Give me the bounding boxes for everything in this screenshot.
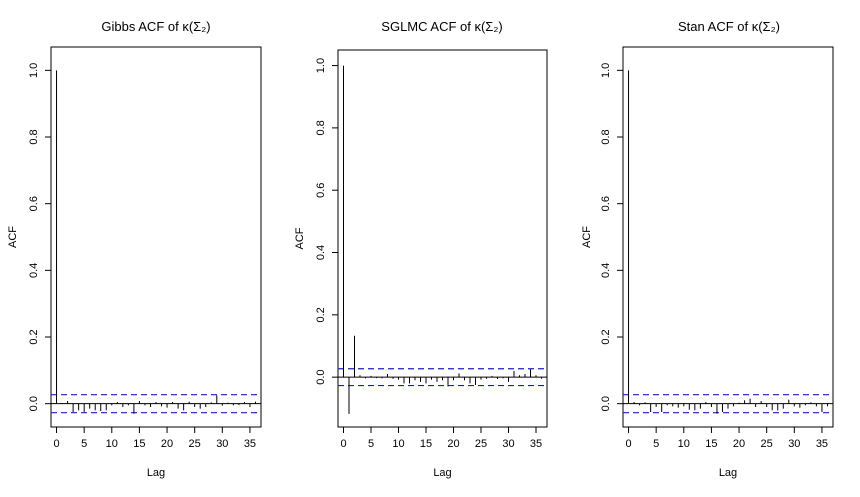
- y-axis-label: ACF: [294, 227, 306, 249]
- y-axis-label: ACF: [7, 226, 19, 248]
- y-tick-label: 0.6: [315, 183, 327, 198]
- x-tick-label: 25: [475, 438, 487, 450]
- x-tick-label: 5: [368, 438, 374, 450]
- x-tick-label: 25: [189, 438, 201, 450]
- y-tick-label: 0.4: [600, 263, 612, 278]
- y-tick-label: 0.6: [28, 196, 40, 211]
- x-tick-label: 25: [761, 438, 773, 450]
- x-tick-label: 15: [420, 438, 432, 450]
- y-axis-label: ACF: [581, 226, 593, 248]
- y-tick-label: 0.6: [600, 196, 612, 211]
- plot-frame: [622, 46, 834, 428]
- x-axis-label: Lag: [433, 467, 451, 479]
- x-tick-label: 20: [447, 438, 459, 450]
- y-tick-label: 0.8: [600, 129, 612, 144]
- panel-sglmc-acf: SGLMC ACF of κ(Σ₂) Lag ACF 0 5 10 15 20 25 30 3…: [294, 19, 548, 479]
- x-tick-label: 30: [502, 438, 514, 450]
- y-tick-label: 0.4: [315, 245, 327, 260]
- panel-stan-acf: Stan ACF of κ(Σ₂) Lag ACF 0 5 10 15 20 25 30 35…: [581, 19, 834, 479]
- x-tick-label: 5: [653, 438, 659, 450]
- y-tick-label: 0.2: [600, 329, 612, 344]
- y-tick-label: 0.4: [28, 263, 40, 278]
- y-tick-label: 0.8: [315, 120, 327, 135]
- chart-title: Stan ACF of κ(Σ₂): [678, 19, 780, 34]
- x-tick-label: 10: [106, 438, 118, 450]
- x-tick-label: 0: [53, 438, 59, 450]
- y-tick-label: 0.0: [600, 396, 612, 411]
- y-tick-label: 0.2: [315, 307, 327, 322]
- plot-frame: [337, 49, 548, 428]
- x-axis-label: Lag: [147, 467, 165, 479]
- y-tick-label: 0.0: [315, 370, 327, 385]
- x-tick-label: 5: [81, 438, 87, 450]
- x-tick-label: 10: [678, 438, 690, 450]
- plot-frame: [50, 46, 262, 428]
- x-tick-label: 0: [340, 438, 346, 450]
- y-tick-label: 0.0: [28, 396, 40, 411]
- x-tick-label: 35: [816, 438, 828, 450]
- x-axis-label: Lag: [719, 467, 737, 479]
- x-tick-label: 10: [392, 438, 404, 450]
- y-tick-label: 1.0: [600, 63, 612, 78]
- x-tick-label: 0: [625, 438, 631, 450]
- y-tick-label: 1.0: [315, 58, 327, 73]
- x-tick-label: 20: [161, 438, 173, 450]
- chart-title: Gibbs ACF of κ(Σ₂): [101, 19, 210, 34]
- panel-gibbs-acf: Gibbs ACF of κ(Σ₂) Lag ACF 0 5 10 15 20 25 30 3…: [7, 19, 262, 479]
- y-tick-label: 1.0: [28, 63, 40, 78]
- x-tick-label: 15: [705, 438, 717, 450]
- x-tick-label: 30: [216, 438, 228, 450]
- y-tick-label: 0.2: [28, 329, 40, 344]
- x-tick-label: 30: [788, 438, 800, 450]
- chart-title: SGLMC ACF of κ(Σ₂): [381, 19, 502, 34]
- x-tick-label: 15: [133, 438, 145, 450]
- y-tick-label: 0.8: [28, 129, 40, 144]
- x-tick-label: 35: [244, 438, 256, 450]
- x-tick-label: 20: [733, 438, 745, 450]
- x-tick-label: 35: [530, 438, 542, 450]
